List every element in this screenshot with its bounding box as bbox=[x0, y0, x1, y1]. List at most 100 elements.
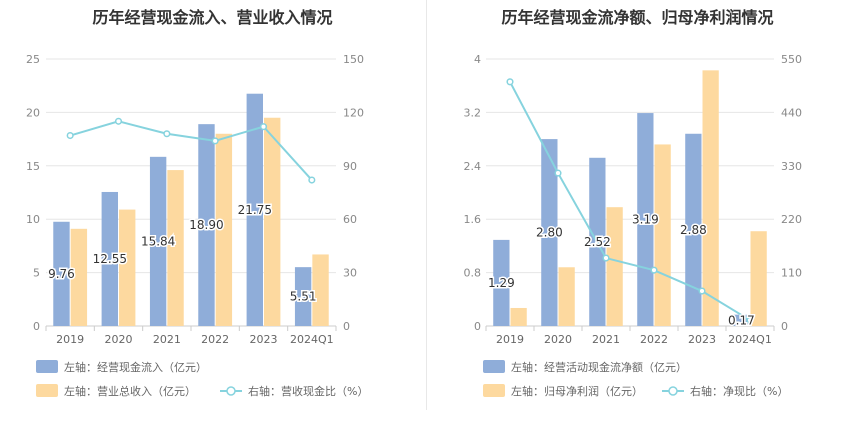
data-label: 18.90 bbox=[189, 218, 223, 232]
y-tick-label-right: 0 bbox=[343, 320, 350, 333]
x-tick-label: 2023 bbox=[250, 333, 278, 346]
bar bbox=[70, 228, 88, 326]
bar bbox=[750, 231, 767, 326]
chart-panel-right: 历年经营现金流净额、归母净利润情况 0 0 0.8 110 1.6 220 2.4 330 3.… bbox=[425, 0, 850, 436]
bar bbox=[733, 314, 750, 326]
data-label: 2.52 bbox=[584, 235, 611, 249]
line-point bbox=[211, 137, 219, 145]
x-tick-label: 2022 bbox=[201, 333, 229, 346]
legend-marker bbox=[226, 386, 236, 396]
y-tick-label-right: 30 bbox=[343, 267, 357, 280]
y-tick-label-right: 150 bbox=[343, 53, 364, 66]
line-point bbox=[698, 287, 706, 295]
legend-swatch bbox=[483, 360, 505, 373]
y-tick-label-left: 0 bbox=[33, 320, 40, 333]
bar bbox=[654, 144, 671, 326]
legend-label: 右轴：营收现金比（%） bbox=[248, 384, 368, 398]
bar bbox=[493, 239, 510, 326]
data-label: 2.88 bbox=[680, 223, 707, 237]
data-label: 2.80 bbox=[536, 226, 563, 240]
data-label: 1.29 bbox=[488, 276, 515, 290]
line-point bbox=[650, 266, 658, 274]
legend-swatch bbox=[483, 384, 505, 397]
bar bbox=[702, 70, 719, 326]
bar bbox=[312, 254, 329, 326]
chart-panel-left: 历年经营现金流入、营业收入情况 0 0 5 30 10 60 15 90 20 120 25 150 2… bbox=[26, 8, 368, 398]
bar bbox=[685, 133, 702, 326]
data-label: 21.75 bbox=[238, 203, 272, 217]
legend-label: 左轴：营业总收入（亿元） bbox=[64, 384, 196, 398]
line-point bbox=[602, 254, 610, 262]
x-tick-label: 2019 bbox=[496, 333, 524, 346]
legend-label: 右轴：净现比（%） bbox=[690, 384, 788, 398]
y-tick-label-left: 10 bbox=[26, 213, 40, 226]
data-label: 12.55 bbox=[93, 252, 127, 266]
legend-label: 左轴：经营活动现金流净额（亿元） bbox=[511, 360, 687, 374]
x-tick-label: 2023 bbox=[688, 333, 716, 346]
x-tick-label: 2021 bbox=[592, 333, 620, 346]
line-point bbox=[308, 176, 316, 184]
line-point bbox=[163, 130, 171, 138]
bar bbox=[558, 267, 575, 326]
y-tick-label-left: 1.6 bbox=[464, 213, 482, 226]
legend-label: 左轴：经营现金流入（亿元） bbox=[64, 360, 207, 374]
bar bbox=[198, 124, 215, 326]
y-tick-label-left: 0.8 bbox=[464, 267, 482, 280]
x-tick-label: 2021 bbox=[153, 333, 181, 346]
legend-label: 左轴：归母净利润（亿元） bbox=[511, 384, 643, 398]
y-tick-label-right: 120 bbox=[343, 106, 364, 119]
bar bbox=[294, 267, 312, 326]
data-label: 5.51 bbox=[290, 290, 317, 304]
y-tick-label-left: 4 bbox=[474, 53, 481, 66]
line-point bbox=[746, 316, 754, 324]
legend-swatch bbox=[36, 360, 58, 373]
line-point bbox=[506, 78, 514, 86]
bar bbox=[53, 221, 70, 326]
x-tick-label: 2022 bbox=[640, 333, 668, 346]
y-tick-label-left: 2.4 bbox=[464, 160, 482, 173]
line-point bbox=[114, 117, 123, 125]
line-point bbox=[554, 169, 562, 177]
panel-divider bbox=[426, 0, 427, 410]
chart-svg: 0 0 5 30 10 60 15 90 20 120 25 150 2019 2020 2021 2022 2… bbox=[26, 53, 368, 398]
y-tick-label-right: 110 bbox=[781, 267, 802, 280]
y-tick-label-right: 90 bbox=[343, 160, 357, 173]
bar bbox=[541, 139, 558, 326]
y-tick-label-left: 25 bbox=[26, 53, 40, 66]
y-tick-label-left: 5 bbox=[33, 267, 40, 280]
y-tick-label-left: 20 bbox=[26, 106, 40, 119]
legend-swatch bbox=[36, 384, 58, 397]
line-point bbox=[66, 131, 74, 140]
y-tick-label-right: 330 bbox=[781, 160, 802, 173]
bar bbox=[215, 133, 233, 326]
bar bbox=[149, 156, 167, 326]
y-tick-label-left: 3.2 bbox=[464, 106, 482, 119]
y-tick-label-right: 60 bbox=[343, 213, 357, 226]
bar bbox=[167, 170, 184, 326]
bar bbox=[246, 93, 263, 327]
y-tick-label-right: 220 bbox=[781, 213, 802, 226]
line-series bbox=[509, 81, 751, 322]
x-tick-label: 2024Q1 bbox=[728, 333, 772, 346]
data-label: 9.76 bbox=[48, 267, 75, 281]
line-series bbox=[69, 120, 313, 181]
bar bbox=[264, 117, 281, 327]
line-point bbox=[259, 123, 268, 131]
y-tick-label-right: 0 bbox=[781, 320, 788, 333]
data-label: 15.84 bbox=[141, 234, 175, 248]
y-tick-label-left: 0 bbox=[474, 320, 481, 333]
legend-marker bbox=[668, 386, 678, 396]
x-tick-label: 2019 bbox=[56, 333, 84, 346]
x-tick-label: 2020 bbox=[544, 333, 572, 346]
chart-title: 历年经营现金流入、营业收入情况 bbox=[92, 8, 333, 27]
y-tick-label-left: 15 bbox=[26, 160, 40, 173]
y-tick-label-right: 550 bbox=[781, 53, 802, 66]
bar bbox=[101, 191, 118, 326]
bar bbox=[119, 209, 136, 326]
data-label: 3.19 bbox=[632, 213, 659, 227]
y-tick-label-right: 440 bbox=[781, 106, 802, 119]
bar bbox=[606, 207, 623, 326]
chart-title: 历年经营现金流净额、归母净利润情况 bbox=[501, 8, 774, 27]
x-tick-label: 2024Q1 bbox=[290, 333, 334, 346]
